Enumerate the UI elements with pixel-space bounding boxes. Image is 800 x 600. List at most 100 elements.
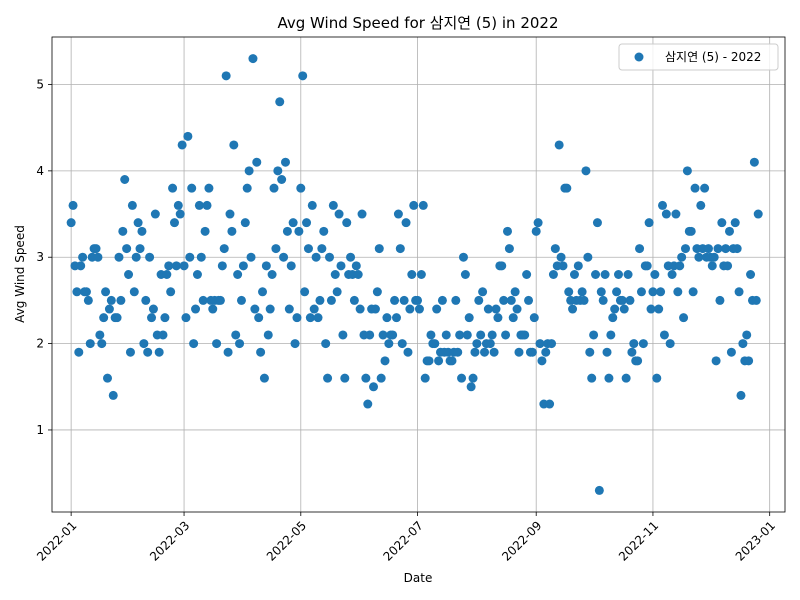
data-point — [194, 200, 204, 210]
data-point — [118, 226, 128, 236]
data-point — [744, 356, 754, 366]
data-point — [154, 347, 164, 357]
data-point — [413, 295, 423, 305]
data-point — [441, 330, 451, 340]
data-point — [420, 373, 430, 383]
data-point — [122, 244, 132, 254]
data-point — [204, 183, 214, 193]
data-point — [361, 373, 371, 383]
data-point — [407, 270, 417, 279]
data-point — [558, 261, 568, 271]
data-point — [365, 330, 375, 340]
data-point — [457, 373, 467, 383]
data-point — [667, 270, 677, 279]
data-point — [397, 339, 407, 349]
data-point — [589, 330, 599, 340]
data-point — [556, 252, 566, 262]
data-point — [340, 373, 350, 383]
plot-area-frame — [51, 36, 786, 513]
data-point — [608, 313, 618, 323]
data-point — [688, 287, 698, 297]
data-point — [219, 244, 229, 254]
data-point — [173, 200, 183, 210]
data-point — [520, 330, 530, 340]
y-tick-label: 5 — [36, 78, 44, 92]
data-point — [81, 287, 91, 297]
data-point — [265, 304, 275, 314]
data-point — [233, 270, 243, 279]
data-point — [703, 244, 713, 254]
data-point — [378, 330, 388, 340]
data-point — [524, 295, 534, 305]
data-point — [537, 356, 547, 366]
data-point — [677, 252, 687, 262]
data-point — [227, 226, 237, 236]
data-point — [671, 209, 681, 219]
data-point — [315, 295, 325, 305]
data-point — [175, 209, 185, 219]
data-point — [416, 270, 426, 279]
data-point — [294, 226, 304, 236]
legend-label: 삼지연 (5) - 2022 — [665, 50, 761, 64]
data-point — [485, 339, 495, 349]
data-point — [131, 252, 141, 262]
data-point — [179, 261, 189, 271]
data-point — [374, 244, 384, 254]
data-point — [169, 218, 179, 228]
data-point — [627, 347, 637, 357]
data-point — [164, 261, 174, 271]
data-point — [464, 313, 474, 323]
chart-title: Avg Wind Speed for 삼지연 (5) in 2022 — [278, 14, 559, 32]
data-point — [288, 218, 298, 228]
data-point — [258, 287, 268, 297]
data-point — [242, 183, 252, 193]
data-point — [751, 295, 761, 305]
legend-marker — [634, 52, 644, 62]
data-point — [93, 252, 103, 262]
data-point — [305, 313, 315, 323]
data-point — [713, 244, 723, 254]
data-point — [390, 295, 400, 305]
data-point — [642, 261, 652, 271]
data-point — [489, 347, 499, 357]
data-point — [298, 71, 308, 81]
data-point — [529, 313, 539, 323]
data-point — [183, 131, 193, 141]
data-point — [292, 313, 302, 323]
data-point — [661, 209, 671, 219]
data-point — [323, 373, 333, 383]
data-point — [700, 183, 710, 193]
data-point — [240, 218, 250, 228]
data-point — [302, 218, 312, 228]
data-point — [328, 200, 338, 210]
data-point — [656, 287, 666, 297]
data-point — [734, 287, 744, 297]
data-point — [311, 252, 321, 262]
data-point — [143, 347, 153, 357]
data-point — [217, 261, 227, 271]
data-point — [550, 244, 560, 254]
data-point — [726, 347, 736, 357]
data-point — [562, 183, 572, 193]
data-point — [658, 200, 668, 210]
data-point — [388, 330, 398, 340]
data-point — [598, 295, 608, 305]
data-point — [192, 270, 202, 279]
data-point — [493, 313, 503, 323]
data-point — [384, 339, 394, 349]
data-point — [696, 200, 706, 210]
data-point — [581, 166, 591, 176]
data-point — [124, 270, 134, 279]
data-point — [263, 330, 273, 340]
data-point — [380, 356, 390, 366]
data-point — [309, 304, 319, 314]
data-point — [267, 270, 277, 279]
data-point — [512, 304, 522, 314]
data-point — [191, 304, 201, 314]
data-point — [564, 287, 574, 297]
data-point — [346, 252, 356, 262]
data-point — [591, 270, 601, 279]
data-point — [499, 295, 509, 305]
data-point — [644, 218, 654, 228]
data-point — [160, 313, 170, 323]
